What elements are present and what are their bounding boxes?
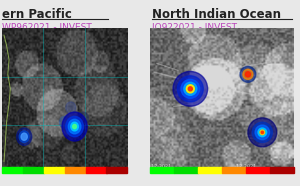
- Bar: [246, 167, 270, 173]
- Bar: [222, 167, 246, 173]
- Circle shape: [66, 116, 83, 137]
- Bar: [2, 167, 22, 173]
- Circle shape: [73, 124, 76, 129]
- Circle shape: [245, 72, 250, 77]
- Bar: [44, 167, 64, 173]
- Circle shape: [177, 76, 203, 102]
- Circle shape: [181, 79, 200, 98]
- Text: 12 2021: 12 2021: [152, 164, 172, 169]
- Bar: [106, 167, 128, 173]
- Bar: [22, 167, 44, 173]
- Circle shape: [248, 118, 277, 147]
- Bar: [174, 167, 198, 173]
- Circle shape: [188, 87, 192, 91]
- Text: IO922021 - INVEST: IO922021 - INVEST: [152, 23, 237, 32]
- Circle shape: [240, 66, 256, 82]
- Circle shape: [173, 71, 208, 106]
- Circle shape: [260, 130, 265, 135]
- Circle shape: [62, 112, 87, 141]
- Circle shape: [59, 116, 70, 128]
- Text: North Indian Ocean: North Indian Ocean: [152, 8, 281, 21]
- Circle shape: [252, 122, 272, 142]
- Bar: [198, 167, 222, 173]
- Bar: [270, 167, 294, 173]
- Circle shape: [66, 102, 76, 113]
- Circle shape: [186, 85, 194, 93]
- Circle shape: [184, 82, 197, 95]
- Circle shape: [255, 125, 269, 140]
- Circle shape: [258, 128, 267, 137]
- Bar: [85, 167, 106, 173]
- Text: ern Pacific: ern Pacific: [2, 8, 72, 21]
- Bar: [64, 167, 86, 173]
- Text: WP962021 - INVEST: WP962021 - INVEST: [2, 23, 92, 32]
- Circle shape: [261, 131, 263, 134]
- Circle shape: [68, 119, 81, 134]
- Circle shape: [19, 131, 29, 142]
- Circle shape: [16, 128, 32, 145]
- Circle shape: [78, 112, 88, 124]
- Bar: [150, 167, 174, 173]
- Text: 12 2021: 12 2021: [236, 164, 256, 169]
- Circle shape: [71, 122, 78, 131]
- Circle shape: [243, 69, 253, 79]
- Circle shape: [21, 133, 27, 140]
